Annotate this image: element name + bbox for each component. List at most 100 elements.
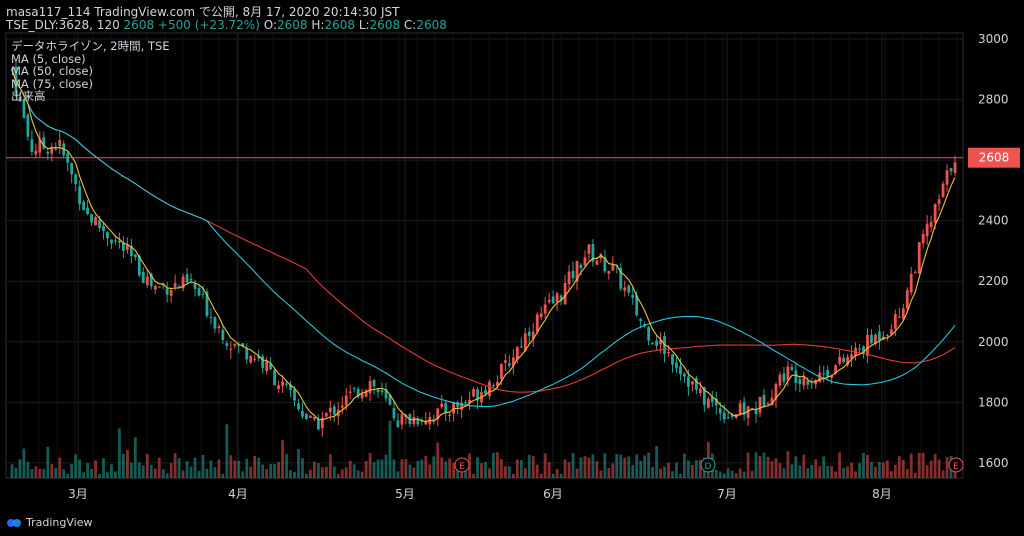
candle-body [830,375,834,378]
candle-body [691,381,694,385]
candle-body [86,207,89,215]
candle-body [492,385,495,387]
volume-bar [659,468,662,478]
candle-body [758,396,762,413]
candle-body [862,346,865,354]
volume-bar [145,454,149,478]
candle-body [432,419,436,421]
candle-body [209,317,213,319]
candle-body [778,374,782,386]
volume-bar [253,456,257,478]
candle-body [917,242,921,274]
volume-bar [404,459,408,478]
volume-bar [289,470,292,478]
candle-body [519,346,523,348]
volume-bar [909,453,913,478]
volume-bar [846,466,849,478]
volume-bar [842,467,845,478]
volume-bar [149,464,153,478]
candle-body [901,308,905,319]
volume-bar [193,457,197,478]
candle-body [30,139,34,152]
candle-body [277,385,280,389]
tradingview-logo-icon [7,518,21,527]
candle-body [74,174,78,185]
candle-body [217,326,221,329]
candle-body [118,240,121,243]
candle-body [913,272,917,274]
volume-bar [639,460,643,478]
candle-body [754,409,758,415]
volume-bar [718,471,722,478]
volume-bar [408,464,412,478]
volume-bar [352,464,356,478]
candle-body [702,386,706,405]
y-tick-label: 1800 [978,395,1009,409]
legend-ma5[interactable]: MA (5, close) [11,51,86,66]
candle-body [870,334,873,343]
candle-body [933,204,937,223]
candle-body [937,199,941,205]
volume-bar [738,468,742,478]
volume-bar [929,460,933,478]
volume-bar [472,473,475,478]
candle-body [770,397,774,406]
legend-ma50[interactable]: MA (50, close) [11,64,93,78]
candle-body [627,285,631,293]
ma75-line [11,69,956,393]
low-label: L: [358,18,370,32]
volume-bar [50,464,54,478]
candles[interactable] [10,61,957,437]
volume-bar [185,461,189,478]
volume-bar [862,452,865,478]
candle-body [98,220,101,229]
change-value: +500 (+23.72%) [157,18,260,32]
volume-bar [137,462,141,478]
volume-bar [874,466,877,478]
volume-bar [241,471,245,478]
candle-body [782,373,786,382]
volume-bar [122,453,125,478]
candle-body [412,417,416,424]
volume-bar [933,453,937,478]
candle-body [125,244,129,250]
volume-bar [468,453,471,478]
candle-body [834,365,838,374]
x-tick-label: 6月 [543,487,563,501]
candle-body [106,232,109,239]
volume-bar [420,459,424,478]
volume-bar [488,468,491,478]
volume-bar [380,459,384,478]
volume-bar [655,445,658,478]
x-tick-label: 5月 [395,487,415,501]
candle-body [281,381,284,386]
volume-bar [694,459,698,478]
volume-bar [778,463,782,478]
volume-bar [913,472,917,478]
legend-volume[interactable]: 出来高 [11,89,46,103]
volume-bar [603,453,607,478]
legend-ma75[interactable]: MA (75, close) [11,76,93,91]
volume-bar [826,466,830,478]
volume-bar [249,466,253,478]
candle-body [233,343,237,346]
brand[interactable]: TradingView [6,516,92,529]
candle-body [352,387,356,389]
volume-bar [388,420,392,478]
candle-body [173,283,177,287]
candle-body [265,361,269,371]
candle-body [722,412,726,420]
volume-bar [531,455,535,478]
candle-body [444,403,448,414]
volume-bar [822,456,826,478]
volume-bar [129,462,133,478]
volume-bar [273,464,276,478]
candle-body [555,293,559,303]
volume-bar [133,437,137,478]
volume-bar [683,453,686,478]
volume-bar [559,473,563,478]
candle-body [392,408,396,419]
volume-bar [22,448,26,478]
volume-bar [802,454,806,478]
